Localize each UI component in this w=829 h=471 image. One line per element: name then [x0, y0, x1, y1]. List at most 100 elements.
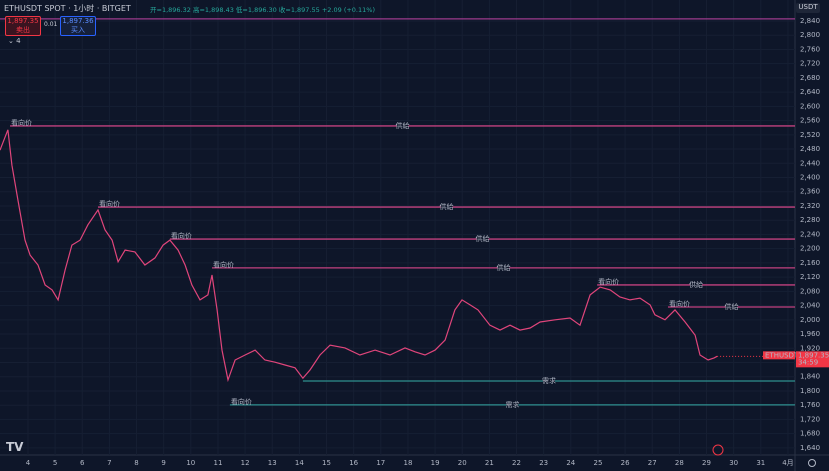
x-tick-label: 17: [376, 459, 385, 467]
ohlc: 开=1,896.32 高=1,898.43 低=1,896.30 收=1,897…: [150, 6, 375, 14]
logo: TV: [6, 440, 24, 454]
y-tick-label: 1,760: [800, 401, 820, 409]
y-tick-label: 1,840: [800, 373, 820, 381]
spread: 0.01: [44, 21, 58, 28]
countdown: 34:59: [798, 358, 818, 366]
level-label: 需求: [505, 400, 519, 409]
x-tick-label: 6: [80, 459, 85, 467]
y-tick-label: 2,480: [800, 145, 820, 153]
x-tick-label: 5: [53, 459, 57, 467]
x-tick-label: 13: [268, 459, 277, 467]
last-price-symbol: ETHUSDT: [765, 351, 799, 359]
level-label-bg: [476, 235, 489, 243]
y-tick-label: 2,120: [800, 273, 820, 281]
buy-button[interactable]: 1,897.36 买入: [60, 16, 96, 36]
symbol[interactable]: ETHUSDT SPOT · 1小时 · BITGET: [4, 4, 131, 13]
buy-price: 1,897.36: [62, 17, 94, 25]
x-tick-label: 14: [295, 459, 304, 467]
y-tick-label: 2,680: [800, 74, 820, 82]
level-label-bg: [690, 281, 703, 289]
level-start-label: 看向价: [231, 397, 252, 406]
y-tick-label: 1,800: [800, 387, 820, 395]
y-tick-label: 1,720: [800, 415, 820, 423]
settings-icon: [808, 459, 816, 467]
x-tick-label: 9: [161, 459, 165, 467]
x-tick-label: 28: [675, 459, 684, 467]
y-tick-label: 1,640: [800, 444, 820, 452]
level-label: 需求: [542, 376, 556, 385]
x-tick-label: 29: [702, 459, 711, 467]
level-start-label: 看向价: [99, 199, 120, 208]
level-label-bg: [440, 203, 453, 211]
y-tick-label: 2,360: [800, 188, 820, 196]
y-tick-label: 2,080: [800, 287, 820, 295]
last-price-symbol-bg: [763, 351, 795, 360]
last-price: 1,897.35: [798, 351, 829, 359]
level-start-label: 看向价: [598, 277, 619, 286]
level-start-label: 看向价: [11, 118, 32, 127]
buy-label: 买入: [71, 26, 85, 34]
y-tick-label: 2,440: [800, 159, 820, 167]
level-start-label: 看向价: [213, 260, 234, 269]
level-label: 供給: [496, 263, 510, 272]
level-label-bg: [396, 122, 409, 130]
sell-label: 卖出: [16, 26, 30, 34]
x-tick-label: 31: [756, 459, 765, 467]
replay-icon: [712, 444, 724, 456]
y-tick-label: 2,560: [800, 117, 820, 125]
indicator-count: 4: [16, 37, 21, 45]
currency[interactable]: USDT: [796, 3, 820, 13]
x-tick-label: 22: [512, 459, 521, 467]
y-tick-label: 1,960: [800, 330, 820, 338]
y-tick-label: 2,240: [800, 230, 820, 238]
x-tick-label: 18: [403, 459, 412, 467]
level-label: 供給: [439, 202, 453, 211]
x-tick-label: 4月: [782, 459, 793, 467]
x-tick-label: 11: [213, 459, 222, 467]
level-label-bg: [506, 401, 519, 409]
x-tick-label: 24: [566, 459, 575, 467]
level-label: 供給: [475, 234, 489, 243]
x-tick-label: 30: [729, 459, 738, 467]
x-tick-label: 7: [107, 459, 111, 467]
y-tick-label: 2,720: [800, 60, 820, 68]
x-tick-label: 23: [539, 459, 548, 467]
y-tick-label: 2,200: [800, 245, 820, 253]
price-line: [0, 129, 718, 383]
sell-button[interactable]: 1,897.35 卖出: [5, 16, 41, 36]
x-tick-label: 20: [458, 459, 467, 467]
y-tick-label: 2,320: [800, 202, 820, 210]
x-tick-label: 21: [485, 459, 494, 467]
x-tick-label: 26: [621, 459, 630, 467]
x-tick-label: 15: [322, 459, 331, 467]
y-tick-label: 2,520: [800, 131, 820, 139]
x-tick-label: 16: [349, 459, 358, 467]
level-label: 供給: [689, 280, 703, 289]
x-tick-label: 8: [134, 459, 138, 467]
y-tick-label: 2,760: [800, 45, 820, 53]
indicator-toggle[interactable]: ⌄ 4: [8, 37, 21, 45]
sell-price: 1,897.35: [7, 17, 39, 25]
y-tick-label: 2,640: [800, 88, 820, 96]
x-tick-label: 19: [431, 459, 440, 467]
y-tick-label: 2,280: [800, 216, 820, 224]
x-tick-label: 27: [648, 459, 657, 467]
level-start-label: 看向价: [669, 299, 690, 308]
level-label: 供給: [396, 121, 410, 130]
level-label-bg: [725, 303, 738, 311]
x-tick-label: 10: [186, 459, 195, 467]
y-tick-label: 2,400: [800, 174, 820, 182]
last-price-bg: [796, 351, 829, 368]
level-label: 供給: [724, 302, 738, 311]
y-tick-label: 2,840: [800, 17, 820, 25]
level-label-bg: [542, 377, 555, 385]
x-tick-label: 4: [26, 459, 31, 467]
y-tick-label: 2,040: [800, 302, 820, 310]
level-label-bg: [497, 264, 510, 272]
y-tick-label: 2,000: [800, 316, 820, 324]
y-tick-label: 1,680: [800, 430, 820, 438]
y-tick-label: 2,600: [800, 102, 820, 110]
level-start-label: 看向价: [171, 231, 192, 240]
